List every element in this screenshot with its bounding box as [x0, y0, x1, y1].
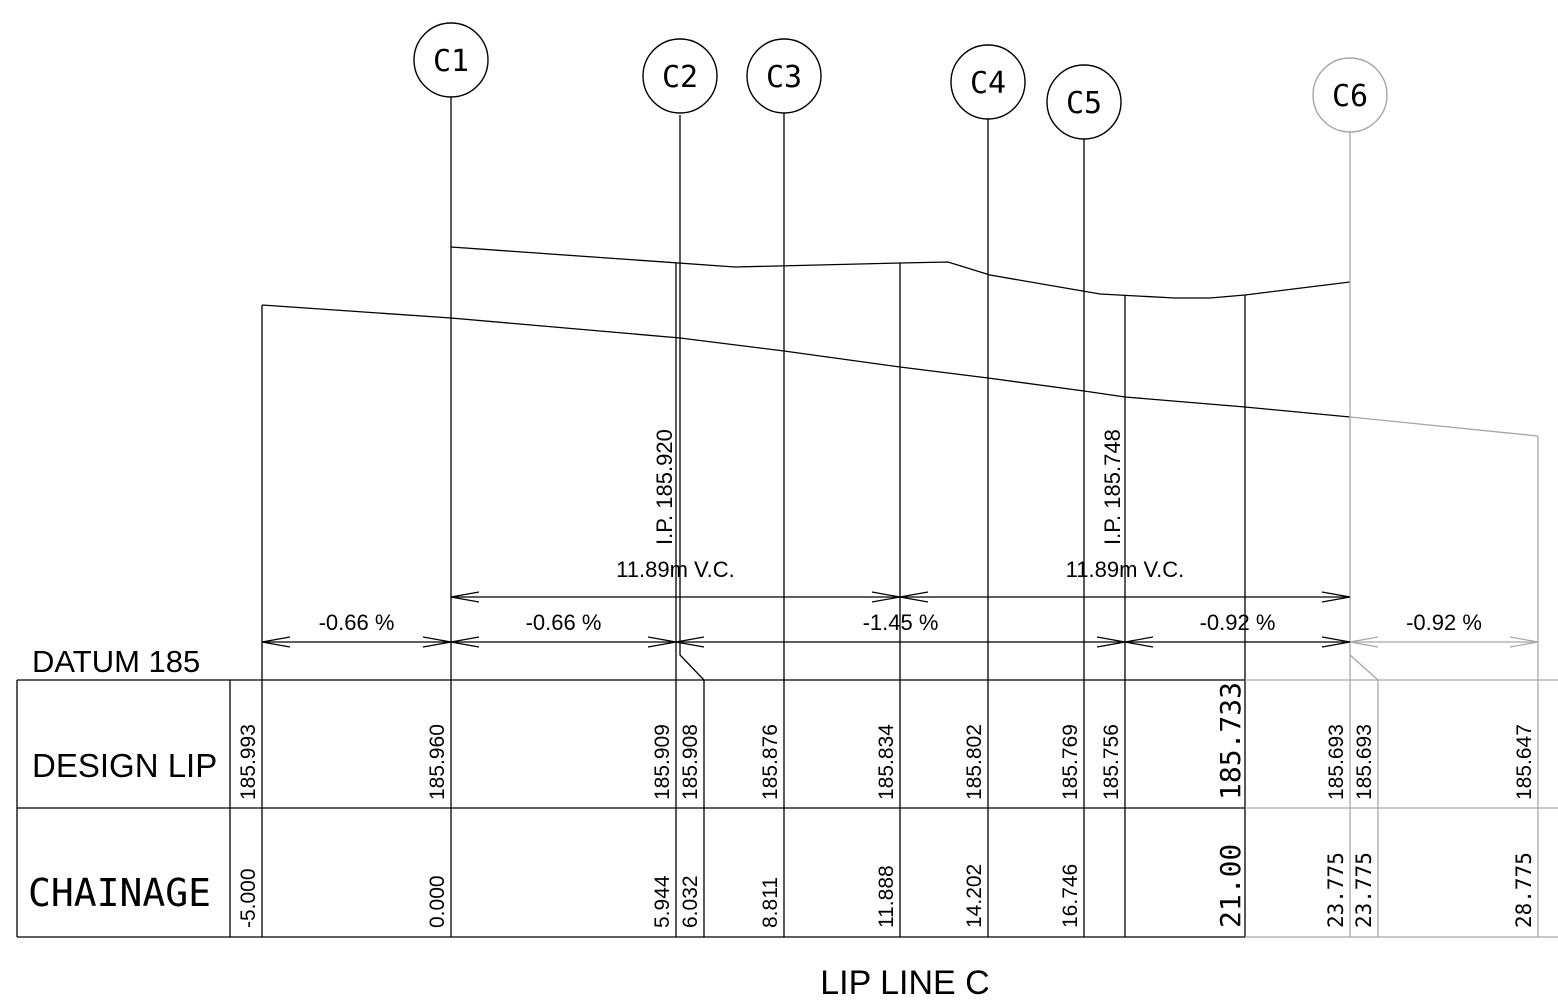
- design-level-value: 185.769: [1059, 724, 1082, 800]
- dimension-arrowhead: [450, 636, 480, 648]
- dimension-arrowhead: [1321, 591, 1351, 603]
- design-level-value: 185.876: [759, 724, 782, 800]
- dimension-arrowhead: [1349, 636, 1379, 648]
- existing-surface-line: [450, 246, 1351, 299]
- grade-label: -0.92 %: [1406, 610, 1482, 635]
- intersection-point-label: I.P. 185.748: [1100, 429, 1125, 545]
- chainage-value: 23.775: [1352, 852, 1376, 928]
- design-level-value: 185.960: [426, 724, 449, 800]
- vertical-curve-label: 11.89m V.C.: [1066, 557, 1185, 582]
- chainage-value: -5.000: [237, 868, 260, 928]
- dimension-arrowhead: [450, 591, 480, 603]
- chainage-value: 14.202: [963, 864, 986, 928]
- chainage-value: 6.032: [679, 875, 702, 928]
- design-lip-line-faded: [1349, 416, 1539, 437]
- dimension-arrowhead: [1124, 636, 1154, 648]
- marker-bubble: [642, 38, 718, 114]
- dimension-arrowhead: [1321, 636, 1351, 648]
- chainage-value: 28.775: [1512, 852, 1536, 928]
- design-level-value: 185.693: [1353, 724, 1376, 800]
- chainage-value: 11.888: [875, 865, 898, 928]
- chainage-value: 16.746: [1059, 864, 1082, 928]
- design-level-value: 185.802: [963, 724, 986, 800]
- dimension-arrowhead: [647, 636, 677, 648]
- design-level-value: 185.834: [875, 724, 898, 800]
- chainage-value: 21.00: [1214, 844, 1247, 928]
- dimension-arrowhead: [422, 636, 452, 648]
- grade-label: -0.66 %: [526, 610, 602, 635]
- chainage-value: 8.811: [759, 877, 782, 928]
- dimension-arrowhead: [871, 591, 901, 603]
- design-level-value: 185.909: [651, 724, 674, 800]
- dimension-arrowhead: [899, 591, 929, 603]
- chainage-value: 5.944: [651, 875, 674, 928]
- grade-label: -0.92 %: [1200, 610, 1276, 635]
- marker-label: C1: [433, 44, 469, 79]
- station-offset-kink: [679, 115, 705, 681]
- design-lip-row-label: DESIGN LIP: [32, 747, 217, 784]
- intersection-point-label: I.P. 185.920: [652, 429, 677, 545]
- grade-label: -0.66 %: [319, 610, 395, 635]
- marker-bubble: [950, 44, 1026, 120]
- chainage-value: 0.000: [426, 875, 449, 928]
- grade-label: -1.45 %: [863, 610, 939, 635]
- design-level-value: 185.693: [1325, 724, 1348, 800]
- marker-label: C3: [766, 60, 802, 95]
- chainage-row-label: CHAINAGE: [28, 871, 211, 915]
- marker-bubble: [1312, 57, 1388, 133]
- marker-bubble: [1046, 64, 1122, 140]
- drawing-title: LIP LINE C: [820, 964, 989, 1002]
- station-offset-kink-faded: [1349, 654, 1379, 681]
- dimension-arrowhead: [1509, 636, 1539, 648]
- design-level-value: 185.733: [1214, 682, 1247, 800]
- design-level-value: 185.647: [1513, 724, 1536, 800]
- design-level-value: 185.993: [237, 724, 260, 800]
- dimension-arrowhead: [675, 636, 705, 648]
- chainage-value: 23.775: [1324, 852, 1348, 928]
- marker-label: C6: [1332, 79, 1368, 114]
- marker-label: C5: [1066, 86, 1102, 121]
- vertical-curve-label: 11.89m V.C.: [616, 557, 735, 582]
- marker-label: C2: [662, 60, 698, 95]
- design-lip-line: [261, 304, 1351, 418]
- dimension-arrowhead: [261, 636, 291, 648]
- datum-label: DATUM 185: [32, 644, 200, 679]
- design-level-value: 185.908: [679, 724, 702, 800]
- design-level-value: 185.756: [1100, 724, 1123, 800]
- dimension-arrowhead: [1096, 636, 1126, 648]
- marker-label: C4: [970, 66, 1006, 101]
- marker-bubble: [746, 38, 822, 114]
